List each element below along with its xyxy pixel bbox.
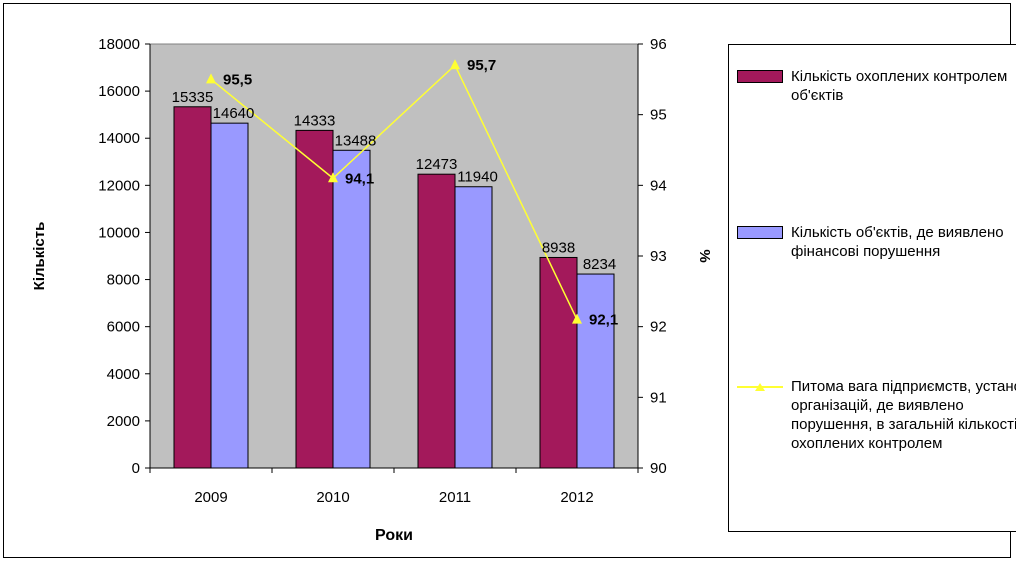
data-label-violations: 13488 <box>335 132 377 149</box>
data-label-violations: 8234 <box>583 256 616 273</box>
y2-tick-label: 95 <box>650 107 667 124</box>
data-label-covered: 12473 <box>416 156 458 173</box>
bar-covered <box>295 129 334 469</box>
legend-swatch-share <box>737 380 783 393</box>
bar-violations <box>454 186 493 469</box>
point-share <box>572 313 582 324</box>
legend: Кількість охоплених контролем об'єктів К… <box>728 44 1016 532</box>
point-share <box>450 59 460 70</box>
y-tick-label: 18000 <box>98 36 140 53</box>
data-label-covered: 14333 <box>294 112 336 129</box>
legend-swatch-covered <box>737 70 783 83</box>
y-tick-label: 8000 <box>107 272 140 289</box>
data-label-share: 95,7 <box>467 57 496 74</box>
line-share <box>210 63 578 320</box>
legend-swatch-violations <box>737 226 783 239</box>
legend-item-share: Питома вага підприємств, установ організ… <box>737 377 1016 453</box>
point-share <box>328 172 338 183</box>
y-axis-title: Кількість <box>31 222 48 291</box>
y2-tick-label: 94 <box>650 177 667 194</box>
x-axis-title: Роки <box>375 527 413 544</box>
legend-item-violations: Кількість об'єктів, де виявлено фінансов… <box>737 223 1016 261</box>
y-tick-label: 10000 <box>98 224 140 241</box>
y-tick-label: 0 <box>132 460 140 477</box>
data-label-violations: 11940 <box>457 169 498 186</box>
legend-item-covered: Кількість охоплених контролем об'єктів <box>737 67 1016 105</box>
y2-tick-label: 92 <box>650 319 667 336</box>
bar-violations <box>210 122 249 469</box>
x-tick-label: 2010 <box>316 489 349 506</box>
y2-tick-label: 93 <box>650 248 667 265</box>
y-tick-label: 14000 <box>98 130 140 147</box>
y-tick-label: 2000 <box>107 413 140 430</box>
y-tick-label: 4000 <box>107 366 140 383</box>
bar-covered <box>173 106 212 469</box>
bar-covered <box>539 256 578 469</box>
x-tick-label: 2012 <box>560 489 593 506</box>
y2-tick-label: 90 <box>650 460 667 477</box>
legend-label-covered: Кількість охоплених контролем об'єктів <box>791 68 1008 104</box>
bar-violations <box>332 149 371 469</box>
y2-tick-label: 96 <box>650 36 667 53</box>
data-label-covered: 15335 <box>172 89 214 106</box>
data-label-covered: 8938 <box>542 239 575 256</box>
y2-tick-label: 91 <box>650 389 667 406</box>
data-label-share: 94,1 <box>345 170 374 187</box>
bar-covered <box>417 173 456 469</box>
bar-violations <box>576 273 615 469</box>
legend-label-violations: Кількість об'єктів, де виявлено фінансов… <box>791 224 1004 260</box>
data-label-violations: 14640 <box>213 105 255 122</box>
y2-axis-title: % <box>696 249 713 262</box>
point-share <box>206 73 216 84</box>
y-tick-label: 12000 <box>98 177 140 194</box>
data-label-share: 95,5 <box>223 71 252 88</box>
x-tick-label: 2011 <box>439 489 471 506</box>
legend-label-share: Питома вага підприємств, установ організ… <box>791 378 1016 452</box>
x-tick-label: 2009 <box>194 489 227 506</box>
y-tick-label: 6000 <box>107 319 140 336</box>
y-tick-label: 16000 <box>98 83 140 100</box>
data-label-share: 92,1 <box>589 312 618 329</box>
